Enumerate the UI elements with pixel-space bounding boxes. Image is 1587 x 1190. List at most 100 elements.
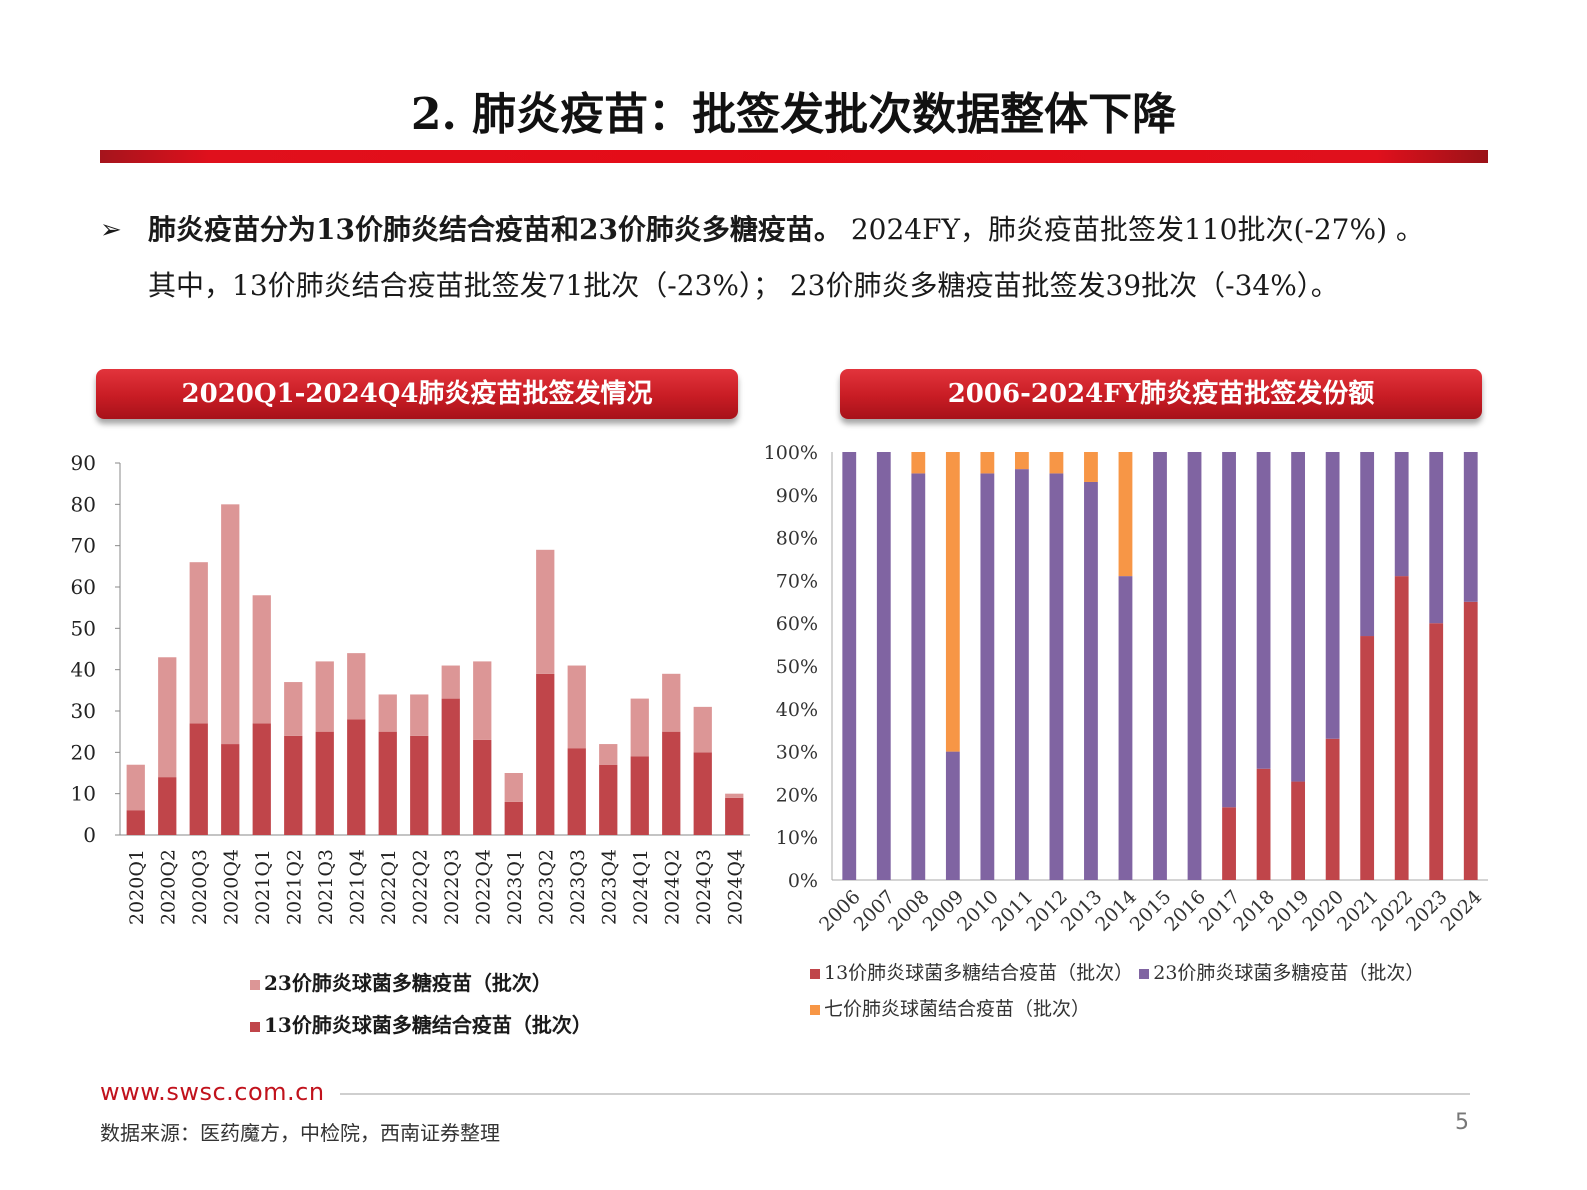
bar-segment [441,665,460,699]
bar-segment [221,744,240,835]
summary-bullet: ➢ 肺炎疫苗分为13价肺炎结合疫苗和23价肺炎多糖疫苗。 2024FY，肺炎疫苗… [100,202,1520,314]
bar-segment [126,810,145,835]
legend-item-pcv13: 13价肺炎球菌多糖结合疫苗（批次） [250,1004,592,1046]
bar-segment [504,801,523,835]
x-tick-label: 2021Q3 [315,849,337,925]
x-tick-label: 2024 [1437,886,1487,936]
right-chart-header: 2006-2024FY肺炎疫苗批签发份额 [840,369,1482,419]
bar-segment [567,748,586,835]
legend-item-ppv23: 23价肺炎球菌多糖疫苗（批次） [1139,962,1424,984]
legend-row-2: 七价肺炎球菌结合疫苗（批次） [810,991,1424,1027]
bar-segment [1153,452,1167,880]
x-tick-label: 2023Q4 [598,849,620,925]
bar-segment [221,504,240,745]
bar-segment [842,452,857,880]
y-tick-label: 20% [776,784,818,806]
y-tick-label: 20 [71,740,96,764]
bar-segment [1463,601,1478,880]
legend-swatch [250,979,260,990]
bar-segment [189,723,208,835]
x-tick-label: 2022Q3 [441,849,463,925]
y-tick-label: 90% [776,485,818,507]
x-tick-label: 2024Q3 [693,849,715,925]
bar-segment [378,694,397,732]
bar-segment [1222,807,1236,880]
y-tick-label: 90 [71,451,96,475]
legend-label: 23价肺炎球菌多糖疫苗（批次） [1153,962,1425,984]
x-tick-label: 2021Q2 [283,849,305,925]
bar-segment [1325,738,1340,880]
bar-segment [315,661,334,732]
right-chart-legend: 13价肺炎球菌多糖结合疫苗（批次） 23价肺炎球菌多糖疫苗（批次） 七价肺炎球菌… [810,955,1424,1027]
bar-segment [911,452,926,474]
bar-segment [158,657,177,778]
footer-url[interactable]: www.swsc.com.cn [100,1078,325,1106]
x-tick-label: 2024Q2 [661,849,683,925]
y-tick-label: 30 [71,699,96,723]
bar-segment [284,682,303,736]
bar-segment [347,719,366,835]
bar-segment [1256,452,1271,769]
bar-segment [410,694,429,736]
bar-segment [126,764,145,811]
x-tick-label: 2021Q4 [346,849,368,925]
bar-segment [1014,469,1029,880]
bar-segment [536,673,555,835]
left-stacked-bar-chart: 0 10 20 30 40 50 60 70 80 90 2020Q1 2020Q2 2020Q3 202… [71,451,750,925]
x-tick-label: 2022Q1 [378,849,400,925]
bar-segment [1222,452,1236,808]
footer-source: 数据来源：医药魔方，中检院，西南证券整理 [100,1121,500,1145]
bar-segment [1084,481,1098,880]
bar-segment [189,562,208,724]
x-tick-label: 2022Q4 [472,849,494,925]
bar-segment [1429,623,1444,880]
bar-segment [662,673,681,732]
bar-segment [693,706,712,753]
y-tick-label: 10% [776,827,818,849]
bar-segment [693,752,712,835]
summary-bold-text: 肺炎疫苗分为13价肺炎结合疫苗和23价肺炎多糖疫苗。 [148,213,842,246]
bar-segment [536,549,555,674]
page-title: 2. 肺炎疫苗：批签发批次数据整体下降 [410,89,1177,140]
bar-segment [1360,636,1375,880]
footer-divider [340,1093,1470,1095]
legend-label: 13价肺炎球菌多糖结合疫苗（批次） [264,1013,592,1037]
bar-segment [441,698,460,835]
bar-segment [473,661,492,740]
x-tick-label: 2023Q2 [535,849,557,925]
y-tick-label: 40% [776,699,818,721]
bar-segment [504,773,523,802]
bar-segment [1049,473,1064,880]
bar-segment [980,473,995,880]
y-tick-label: 60% [776,613,818,635]
legend-label: 七价肺炎球菌结合疫苗（批次） [824,998,1091,1020]
legend-item-ppv23: 23价肺炎球菌多糖疫苗（批次） [250,962,592,1004]
legend-label: 23价肺炎球菌多糖疫苗（批次） [264,971,552,995]
bar-segment [980,452,995,474]
y-tick-label: 50 [71,616,96,640]
page-number: 5 [1455,1110,1469,1135]
bar-segment [1118,452,1133,577]
bar-segment [1187,452,1202,880]
y-tick-label: 0% [788,870,818,892]
bar-segment [945,751,960,880]
legend-swatch [1139,969,1150,979]
bar-segment [158,777,177,835]
summary-text: 肺炎疫苗分为13价肺炎结合疫苗和23价肺炎多糖疫苗。 2024FY，肺炎疫苗批签… [148,202,1520,314]
y-tick-label: 30% [776,742,818,764]
y-tick-label: 60 [71,575,96,599]
bar-segment [1118,576,1133,880]
x-tick-label: 2020Q4 [220,849,242,925]
y-tick-label: 100% [764,442,818,464]
bar-segment [630,756,649,835]
y-tick-label: 50% [776,656,818,678]
summary-line-2: 其中，13价肺炎结合疫苗批签发71批次（-23%）； 23价肺炎多糖疫苗批签发3… [148,269,1339,302]
bar-segment [473,739,492,835]
bar-segment [725,793,744,798]
legend-swatch [810,969,820,979]
y-tick-label: 80 [71,492,96,516]
bar-segment [1256,768,1271,880]
bar-segment [1049,452,1064,474]
y-tick-label: 0 [83,823,96,847]
bar-segment [945,452,960,752]
